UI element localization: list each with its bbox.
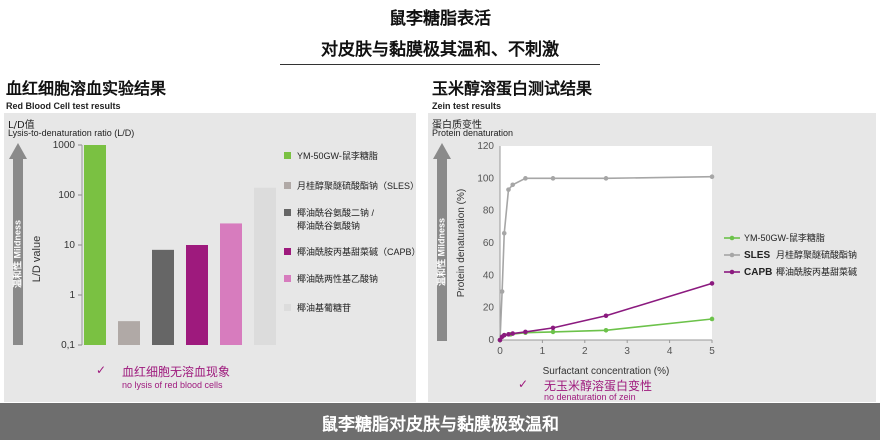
left-chart-title: 血红细胞溶血实验结果 xyxy=(6,79,167,98)
x-axis-label: Surfactant concentration (%) xyxy=(543,366,670,377)
series-point-0 xyxy=(709,316,715,322)
footer-text: 鼠李糖脂对皮肤与黏膜极致温和 xyxy=(321,415,559,435)
series-point-2 xyxy=(510,331,516,336)
y-tick-label: 0,1 xyxy=(61,340,75,351)
series-point-2 xyxy=(506,332,511,337)
y-tick-label: 1000 xyxy=(53,140,76,151)
series-point-1 xyxy=(550,176,556,181)
bar-5 xyxy=(254,187,276,345)
y-tick-label: 120 xyxy=(477,141,494,152)
legend-swatch-3 xyxy=(284,248,291,255)
series-point-1 xyxy=(523,176,528,181)
legend-marker-0 xyxy=(729,235,735,241)
plot-area xyxy=(500,146,712,340)
main-title: 鼠李糖脂表活 xyxy=(389,9,491,29)
left-chart-svg: 温和性 Mildness L/D value 0,1 1 10 100 1000 YM-50G… xyxy=(9,140,416,351)
left-note-check: ✓ xyxy=(96,363,107,377)
right-note-check: ✓ xyxy=(518,377,529,391)
right-axis-en: Protein denaturation xyxy=(432,128,514,138)
y-tick-label: 1 xyxy=(69,290,75,301)
series-point-1 xyxy=(501,231,507,236)
legend-prefix-1: SLES xyxy=(744,250,770,261)
legend-label-2-line2: 椰油酰谷氨酸钠 xyxy=(297,220,360,231)
series-point-2 xyxy=(550,325,556,331)
right-chart-svg: 温和性 Mildness Protein denaturation (%)0204… xyxy=(433,141,857,377)
legend-swatch-1 xyxy=(284,182,291,189)
legend-label-0: YM-50GW-鼠李糖脂 xyxy=(744,232,825,243)
series-point-1 xyxy=(709,174,715,180)
legend-label-4: 椰油酰两性基乙酸钠 xyxy=(297,273,378,284)
left-axis-en: Lysis-to-denaturation ratio (L/D) xyxy=(8,128,135,138)
left-chart-subtitle: Red Blood Cell test results xyxy=(6,101,121,111)
left-chart-panel xyxy=(4,113,416,402)
y-tick-label: 20 xyxy=(483,303,495,314)
legend-marker-2 xyxy=(729,269,735,275)
x-tick-label: 3 xyxy=(624,346,630,357)
legend-swatch-0 xyxy=(284,152,291,159)
right-note-en: no denaturation of zein xyxy=(544,392,636,402)
mildness-arrow xyxy=(433,143,451,341)
y-tick-label: 10 xyxy=(64,240,76,251)
left-axis-cn: L/D值 xyxy=(8,120,35,131)
y-tick-label: 40 xyxy=(483,270,495,281)
right-chart-title: 玉米醇溶蛋白测试结果 xyxy=(432,79,593,98)
x-tick-label: 5 xyxy=(709,346,715,357)
series-point-1 xyxy=(510,182,516,188)
bar-4 xyxy=(220,223,242,345)
series-point-2 xyxy=(709,281,715,286)
mildness-label: 温和性 Mildness xyxy=(435,218,446,286)
bar-0 xyxy=(84,145,106,345)
left-note-cn: 血红细胞无溶血现象 xyxy=(122,365,231,379)
left-y-axis-label: L/D value xyxy=(31,236,43,282)
legend-label-1: 月桂醇聚醚硫酸酯钠 xyxy=(776,249,857,260)
bar-2 xyxy=(152,249,174,345)
series-point-2 xyxy=(501,332,507,338)
y-tick-label: 100 xyxy=(477,173,494,184)
legend-label-1: 月桂醇聚醚硫酸酯钠（SLES） xyxy=(297,180,416,191)
bar-1 xyxy=(118,321,140,345)
bar-3 xyxy=(186,245,208,345)
right-chart-subtitle: Zein test results xyxy=(432,101,502,111)
legend-label-2: 椰油酰谷氨酸二钠 / xyxy=(297,207,375,218)
left-note-en: no lysis of red blood cells xyxy=(122,380,223,390)
legend-label-3: 椰油酰胺丙基甜菜碱（CAPB） xyxy=(297,246,416,257)
legend-label-5: 椰油基葡糖苷 xyxy=(297,302,351,313)
mildness-label: 温和性 Mildness xyxy=(11,220,22,288)
series-point-0 xyxy=(550,329,556,335)
legend-swatch-5 xyxy=(284,304,291,311)
legend-swatch-2 xyxy=(284,209,291,216)
series-point-1 xyxy=(603,176,609,181)
y-tick-label: 60 xyxy=(483,238,495,249)
right-note-cn: 无玉米醇溶蛋白变性 xyxy=(544,379,653,393)
series-point-1 xyxy=(499,289,505,294)
series-point-2 xyxy=(603,313,609,319)
title-underline xyxy=(280,64,600,65)
main-subtitle: 对皮肤与黏膜极其温和、不刺激 xyxy=(321,40,559,60)
legend-marker-1 xyxy=(729,252,735,258)
series-point-2 xyxy=(523,329,528,335)
legend-label-2: 椰油酰胺丙基甜菜碱 xyxy=(776,266,857,277)
x-tick-label: 0 xyxy=(497,346,503,357)
y-tick-label: 80 xyxy=(483,206,495,217)
x-tick-label: 1 xyxy=(540,346,546,357)
mildness-arrow xyxy=(9,143,27,345)
y-tick-label: 0 xyxy=(488,335,494,346)
footer-bar xyxy=(0,403,880,440)
legend-label-0: YM-50GW-鼠李糖脂 xyxy=(297,150,378,161)
y-tick-label: 100 xyxy=(58,190,75,201)
legend-swatch-4 xyxy=(284,275,291,282)
right-axis-cn: 蛋白质变性 xyxy=(432,120,482,131)
series-point-0 xyxy=(603,328,609,333)
legend-prefix-2: CAPB xyxy=(744,267,772,278)
x-tick-label: 4 xyxy=(667,346,673,357)
series-point-1 xyxy=(506,187,511,192)
right-y-axis-label: Protein denaturation (%) xyxy=(456,189,467,297)
x-tick-label: 2 xyxy=(582,346,588,357)
